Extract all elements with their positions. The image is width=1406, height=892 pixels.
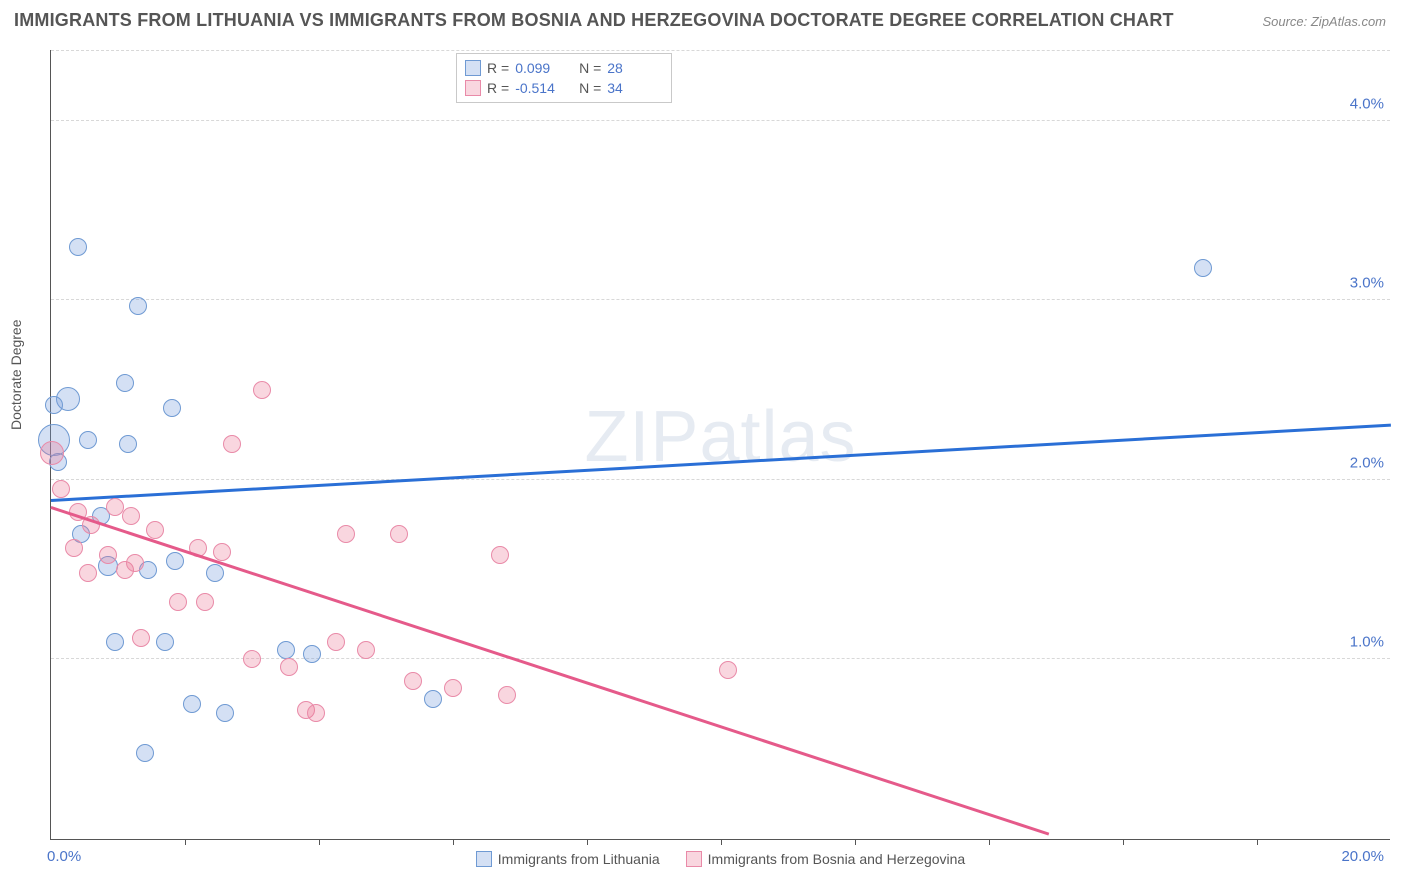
x-tick-mark (721, 839, 722, 845)
y-tick-label: 3.0% (1350, 275, 1384, 292)
data-point (99, 546, 117, 564)
data-point (357, 641, 375, 659)
data-point (277, 641, 295, 659)
data-point (126, 554, 144, 572)
stat-n-label: N = (575, 58, 601, 78)
data-point (206, 564, 224, 582)
data-point (1194, 259, 1212, 277)
stat-r-value: 0.099 (515, 58, 569, 78)
data-point (327, 633, 345, 651)
data-point (337, 525, 355, 543)
data-point (122, 507, 140, 525)
data-point (183, 695, 201, 713)
x-tick-mark (185, 839, 186, 845)
data-point (223, 435, 241, 453)
data-point (119, 435, 137, 453)
legend-label: Immigrants from Lithuania (498, 851, 660, 867)
legend-swatch (465, 60, 481, 76)
data-point (253, 381, 271, 399)
trend-line (51, 506, 1050, 835)
data-point (390, 525, 408, 543)
gridline (51, 120, 1390, 121)
stat-r-label: R = (487, 58, 509, 78)
x-tick-mark (1123, 839, 1124, 845)
x-tick-mark (587, 839, 588, 845)
y-tick-label: 4.0% (1350, 95, 1384, 112)
data-point (129, 297, 147, 315)
data-point (498, 686, 516, 704)
data-point (132, 629, 150, 647)
series-legend: Immigrants from Lithuania Immigrants from… (51, 851, 1390, 867)
gridline (51, 50, 1390, 51)
legend-swatch (476, 851, 492, 867)
data-point (69, 238, 87, 256)
data-point (303, 645, 321, 663)
data-point (52, 480, 70, 498)
data-point (719, 661, 737, 679)
data-point (243, 650, 261, 668)
data-point (166, 552, 184, 570)
x-tick-mark (1257, 839, 1258, 845)
legend-stats-row: R = 0.099 N = 28 (465, 58, 661, 78)
data-point (106, 633, 124, 651)
stat-r-label: R = (487, 78, 509, 98)
data-point (116, 374, 134, 392)
data-point (146, 521, 164, 539)
plot-area: ZIPatlas R = 0.099 N = 28R = -0.514 N = 34 0… (50, 50, 1390, 840)
legend-swatch (686, 851, 702, 867)
data-point (404, 672, 422, 690)
legend-item: Immigrants from Bosnia and Herzegovina (686, 851, 966, 867)
data-point (40, 441, 64, 465)
data-point (491, 546, 509, 564)
data-point (280, 658, 298, 676)
data-point (424, 690, 442, 708)
data-point (213, 543, 231, 561)
gridline (51, 479, 1390, 480)
gridline (51, 299, 1390, 300)
data-point (136, 744, 154, 762)
source-credit: Source: ZipAtlas.com (1262, 14, 1386, 29)
y-axis-label: Doctorate Degree (8, 319, 24, 430)
chart-title: IMMIGRANTS FROM LITHUANIA VS IMMIGRANTS … (14, 10, 1174, 31)
data-point (444, 679, 462, 697)
x-tick-mark (989, 839, 990, 845)
legend-stats-box: R = 0.099 N = 28 R = -0.514 N = 34 (456, 53, 672, 103)
x-tick-mark (453, 839, 454, 845)
data-point (79, 564, 97, 582)
legend-swatch (465, 80, 481, 96)
x-tick-mark (855, 839, 856, 845)
legend-label: Immigrants from Bosnia and Herzegovina (708, 851, 966, 867)
watermark-text: ZIPatlas (584, 396, 856, 478)
data-point (196, 593, 214, 611)
stat-n-value: 34 (607, 78, 661, 98)
data-point (216, 704, 234, 722)
stat-n-value: 28 (607, 58, 661, 78)
data-point (156, 633, 174, 651)
data-point (45, 396, 63, 414)
data-point (169, 593, 187, 611)
trend-line (51, 424, 1391, 502)
data-point (79, 431, 97, 449)
x-tick-mark (319, 839, 320, 845)
legend-item: Immigrants from Lithuania (476, 851, 660, 867)
data-point (307, 704, 325, 722)
stat-n-label: N = (575, 78, 601, 98)
data-point (65, 539, 83, 557)
y-tick-label: 2.0% (1350, 454, 1384, 471)
stat-r-value: -0.514 (515, 78, 569, 98)
y-tick-label: 1.0% (1350, 634, 1384, 651)
data-point (106, 498, 124, 516)
data-point (163, 399, 181, 417)
legend-stats-row: R = -0.514 N = 34 (465, 78, 661, 98)
